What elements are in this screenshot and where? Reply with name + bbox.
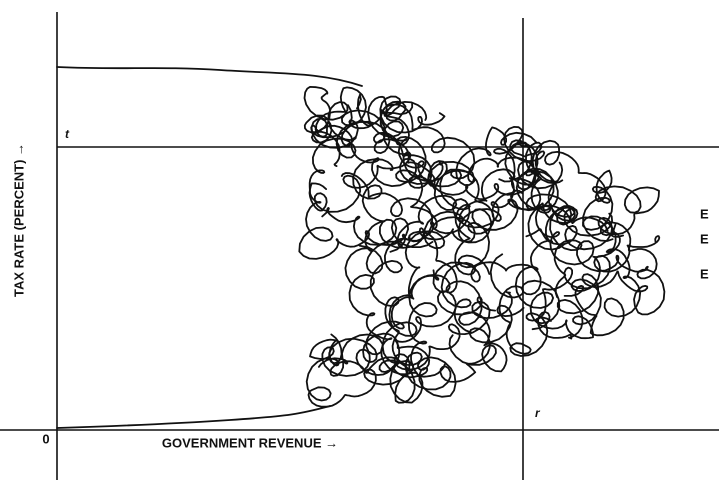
- origin-label: 0: [42, 431, 49, 446]
- e-label: E: [700, 206, 709, 221]
- scribble: [299, 87, 664, 407]
- e-label: E: [700, 231, 709, 246]
- y-axis-label: TAX RATE (PERCENT) →: [11, 143, 26, 297]
- upper-curve: [57, 67, 362, 86]
- lower-curve: [57, 406, 330, 428]
- e-label: E: [700, 266, 709, 281]
- t-label: t: [65, 127, 70, 141]
- diagram: TAX RATE (PERCENT) → GOVERNMENT REVENUE …: [0, 0, 719, 480]
- x-axis-label: GOVERNMENT REVENUE →: [162, 435, 338, 450]
- r-label: r: [535, 406, 541, 420]
